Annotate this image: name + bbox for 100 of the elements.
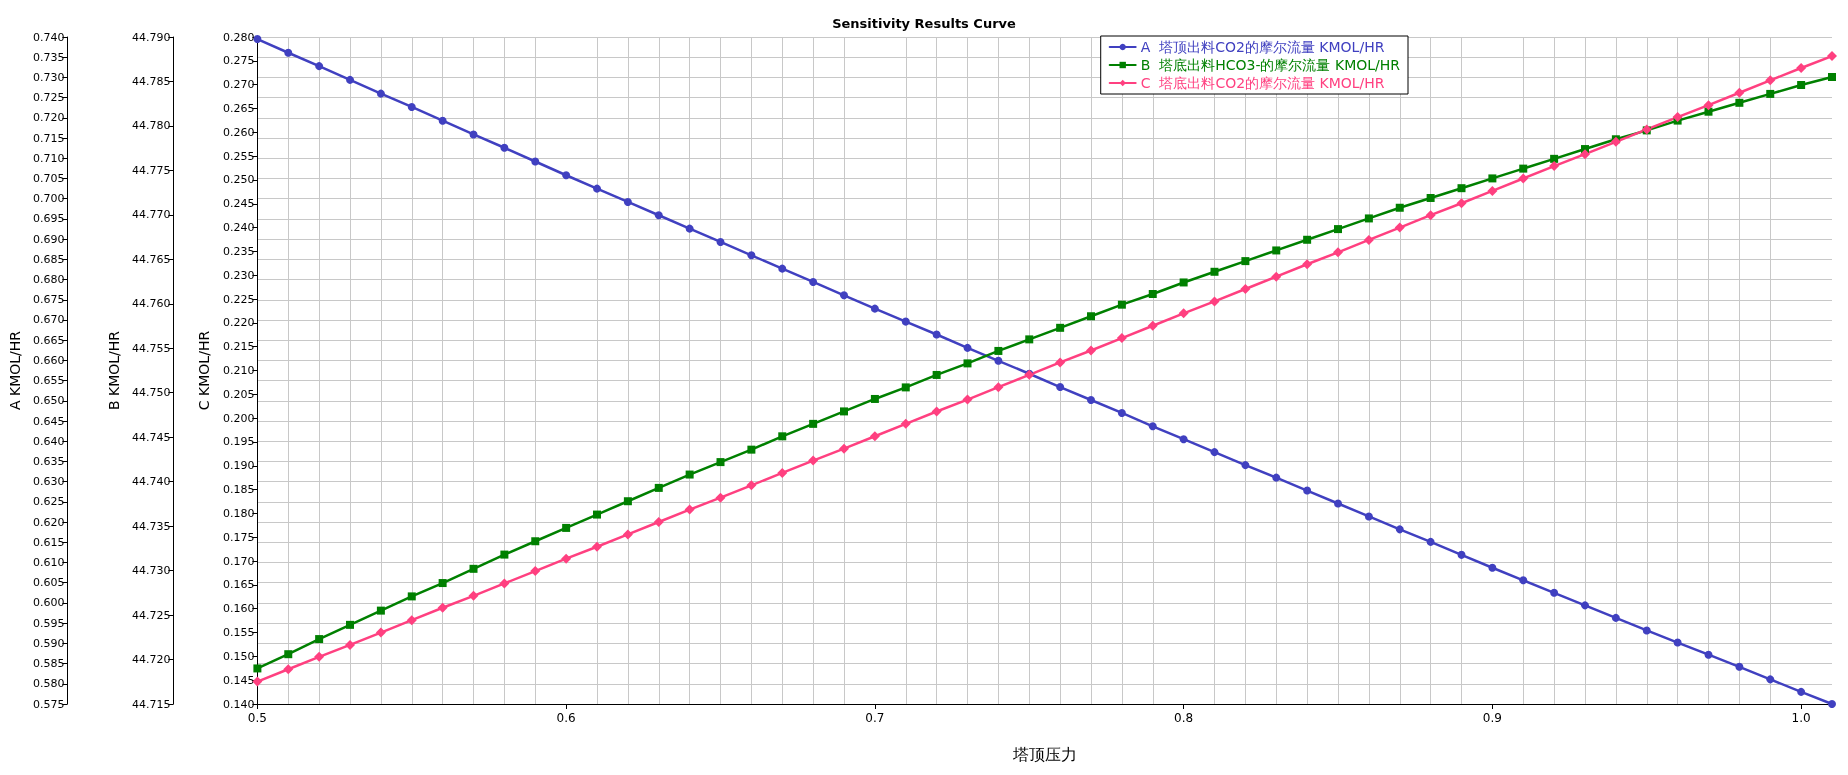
y3-tick-label: 0.155: [222, 626, 255, 640]
point: [592, 541, 603, 552]
point: [1426, 537, 1435, 546]
point: [715, 492, 726, 503]
point: [932, 330, 941, 339]
point: [1425, 210, 1436, 221]
y3-tick-label: 0.180: [222, 506, 255, 520]
y3-tick-label: 0.145: [222, 673, 255, 687]
point: [1334, 225, 1342, 234]
point: [1333, 247, 1343, 258]
point: [1797, 687, 1806, 696]
point: [1272, 246, 1281, 255]
point: [375, 627, 386, 638]
point: [870, 304, 879, 313]
point: [437, 602, 448, 613]
point: [839, 443, 850, 454]
y-tick-label: 0.655: [32, 374, 65, 388]
point: [530, 566, 541, 577]
y-tick-label: 0.720: [32, 111, 65, 125]
point: [931, 406, 942, 417]
point: [1179, 435, 1188, 444]
point: [253, 664, 262, 673]
y3-tick-label: 0.175: [222, 530, 255, 544]
point: [345, 639, 356, 650]
x-tick-label: 1.0: [1791, 711, 1811, 725]
point: [623, 197, 632, 206]
y2-tick-label: 44.720: [131, 653, 171, 667]
point: [622, 529, 633, 540]
point: [869, 431, 880, 442]
point: [593, 184, 602, 193]
y2-tick-label: 44.780: [131, 119, 171, 133]
point: [407, 592, 416, 601]
point: [1241, 461, 1250, 470]
point: [1303, 235, 1312, 244]
point: [1364, 512, 1373, 521]
y-tick-label: 0.610: [32, 556, 65, 570]
point: [531, 157, 540, 166]
y-tick-label: 0.640: [32, 434, 65, 448]
y-tick-label: 0.715: [32, 131, 65, 145]
point: [1179, 278, 1188, 287]
y-tick-label: 0.690: [32, 232, 65, 246]
point: [1828, 700, 1836, 708]
point: [994, 346, 1003, 355]
point: [716, 458, 725, 467]
point: [808, 455, 819, 466]
point: [1797, 81, 1806, 90]
y-tick-label: 0.675: [32, 293, 65, 307]
y-tick-label: 0.630: [32, 475, 65, 489]
y3-tick-label: 0.270: [222, 78, 255, 92]
point: [1334, 499, 1342, 508]
y2-tick-label: 44.760: [131, 297, 171, 311]
y2-tick-label: 44.740: [131, 475, 171, 489]
point: [1487, 185, 1498, 196]
point: [1456, 198, 1467, 209]
point: [901, 383, 910, 392]
point: [685, 470, 694, 479]
legend-label: B 塔底出料HCO3-的摩尔流量 KMOL/HR: [1140, 57, 1401, 73]
point: [468, 590, 479, 601]
point: [994, 356, 1003, 365]
point: [963, 359, 972, 368]
y-tick-label: 0.585: [32, 657, 65, 671]
point: [870, 394, 879, 403]
y-tick-label: 0.590: [32, 636, 65, 650]
y3-tick-label: 0.205: [222, 387, 255, 401]
y-tick-label: 0.680: [32, 273, 65, 287]
point: [623, 497, 632, 506]
point: [1148, 422, 1157, 431]
point: [1457, 550, 1466, 559]
y3-tick-label: 0.150: [222, 649, 255, 663]
x-tick-label: 0.8: [1174, 711, 1194, 725]
x-tick-label: 0.6: [556, 711, 576, 725]
y-tick-label: 0.595: [32, 616, 65, 630]
y2-tick-label: 44.785: [131, 74, 171, 88]
y3-tick-label: 0.195: [222, 435, 255, 449]
x-axis-title: 塔顶压力: [1011, 744, 1077, 764]
y3-tick-label: 0.160: [222, 602, 255, 616]
point: [1086, 345, 1097, 356]
point: [1241, 257, 1250, 266]
point: [1704, 107, 1713, 116]
point: [1395, 525, 1404, 534]
point: [1117, 408, 1126, 417]
y-tick-label: 0.660: [32, 353, 65, 367]
x-tick-label: 0.9: [1482, 711, 1502, 725]
y-tick-label: 0.620: [32, 515, 65, 529]
y2-tick-label: 44.755: [131, 341, 171, 355]
y3-tick-label: 0.245: [222, 197, 255, 211]
point: [1056, 383, 1065, 392]
y2-tick-label: 44.775: [131, 163, 171, 177]
point: [1210, 448, 1219, 457]
point: [1240, 284, 1251, 295]
y3-tick-label: 0.255: [222, 149, 255, 163]
point: [1766, 89, 1775, 98]
point: [1672, 112, 1683, 123]
point: [562, 523, 571, 532]
point: [653, 517, 664, 527]
y3-tick-label: 0.170: [222, 554, 255, 568]
y-tick-label: 0.580: [32, 677, 65, 691]
y3-tick-label: 0.230: [222, 268, 255, 282]
point: [346, 75, 355, 84]
y2-tick-label: 44.790: [131, 30, 171, 44]
